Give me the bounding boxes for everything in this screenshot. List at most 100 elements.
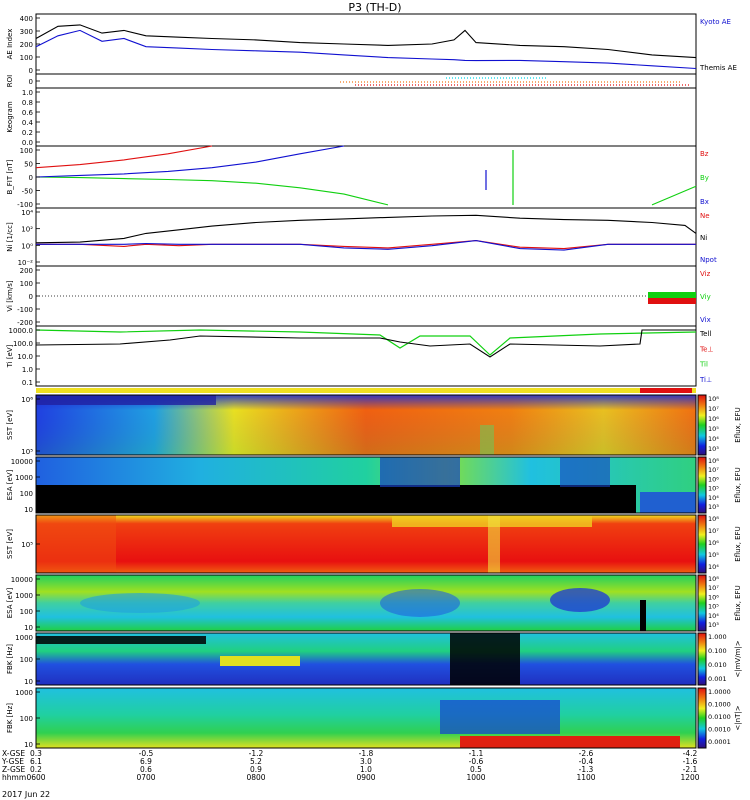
panel-3-ytick: -50	[22, 188, 33, 196]
colorbar-tick: 10⁸	[708, 515, 719, 523]
legend-vix: Vix	[700, 316, 711, 324]
colorbar-tick: 10⁵	[708, 485, 719, 493]
colorbar-tick: 0.001	[708, 675, 727, 683]
panel-5-ytick: 200	[20, 267, 33, 275]
panel-10-ytick: 100	[20, 608, 33, 616]
footer-value: -0.5	[139, 749, 154, 758]
panel-7-ytick: 10⁵	[21, 448, 33, 456]
sst-spectrogram-2	[36, 515, 696, 573]
footer-value: 5.2	[250, 757, 262, 766]
status-bar-yellow	[36, 388, 696, 393]
esa-spectrogram-1	[36, 457, 696, 513]
panel-2-ylabel: Keogram	[6, 101, 14, 132]
footer-value: 6.9	[140, 757, 152, 766]
series-npot	[36, 240, 696, 251]
panel-6-ytick: 0.1	[22, 379, 33, 387]
colorbar-tick: 10⁸	[708, 395, 719, 403]
colorbar-sst-1	[697, 394, 707, 456]
colorbar-tick: 10⁶	[708, 539, 719, 547]
panel-9-ytick: 10⁵	[21, 541, 33, 549]
colorbar-tick: 1.000	[708, 633, 727, 641]
colorbar-tick: 10³	[708, 445, 719, 453]
panel-11-ytick: 100	[20, 656, 33, 664]
series-bx	[35, 145, 345, 178]
footer-value: -1.2	[249, 749, 264, 758]
colorbar-esa-1	[697, 456, 707, 514]
plot-title: P3 (TH-D)	[348, 1, 401, 14]
panel-10-ylabel: ESA [eV]	[6, 587, 14, 618]
colorbar-label-10: Eflux, EFU	[734, 585, 742, 620]
ae-panel-frame	[35, 13, 697, 75]
footer-value: 6.1	[30, 757, 42, 766]
velocity-viy-burst	[648, 292, 696, 300]
colorbar-label-8: Eflux, EFU	[734, 467, 742, 502]
footer-value: -4.2	[683, 749, 698, 758]
colorbar-label-7: Eflux, EFU	[734, 407, 742, 442]
footer-value: 0.2	[30, 765, 42, 774]
footer-row-label: X-GSE	[2, 749, 25, 758]
footer-value: 3.0	[360, 757, 372, 766]
panel-4-ytick: 10⁰	[21, 242, 33, 250]
colorbar-tick: 10⁸	[708, 457, 719, 465]
legend-til: Til	[699, 361, 708, 369]
legend-ne: Ne	[700, 212, 710, 220]
fbk-spectrogram-1	[36, 633, 696, 685]
colorbar-tick: 10³	[708, 503, 719, 511]
panel-0-ytick: 400	[20, 15, 33, 23]
series-tell	[35, 329, 696, 358]
colorbar-tick: 10⁸	[708, 575, 719, 583]
footer-value: -2.6	[579, 749, 594, 758]
legend-viz: Viz	[700, 270, 711, 278]
panel-7-ylabel: SST [eV]	[6, 410, 14, 440]
colorbar-label-9: Eflux, EFU	[734, 526, 742, 561]
panel-1-ytick: 0	[29, 78, 33, 86]
panel-11-ytick: 1000	[15, 634, 33, 642]
colorbar-tick: 0.100	[708, 647, 727, 655]
panel-5-ytick: -100	[17, 306, 33, 314]
series-ne	[36, 240, 696, 250]
panel-3-ytick: -100	[17, 201, 33, 209]
status-bar-red	[640, 388, 692, 393]
colorbar-tick: 10⁴	[708, 494, 719, 502]
spectrograms	[35, 388, 707, 749]
panel-0-ytick: 200	[20, 41, 33, 49]
keogram-panel-frame	[35, 87, 697, 147]
footer-value: 1.0	[360, 765, 372, 774]
colorbar-tick: 10⁵	[708, 551, 719, 559]
panel-3-ylabel: B_FIT [nT]	[6, 159, 14, 194]
colorbar-tick: 0.0010	[708, 726, 731, 734]
panel-0-ylabel: AE Index	[6, 29, 14, 60]
footer-value: 1100	[576, 773, 595, 782]
legend-bx: Bx	[700, 198, 709, 206]
panel-7-ytick: 10⁶	[21, 396, 33, 404]
esa-spectrogram-2	[36, 575, 696, 631]
panel-1-ylabel: ROI	[6, 75, 14, 87]
colorbar-tick: 10⁵	[708, 603, 719, 611]
panel-2-ytick: 0.6	[22, 109, 34, 117]
footer-value: 0600	[26, 773, 45, 782]
legend-te-: Te⊥	[699, 345, 714, 353]
footer-value: 0800	[246, 773, 265, 782]
sst-spectrogram-1	[36, 395, 696, 455]
panel-4-ytick: 10⁻²	[18, 259, 34, 267]
legend-viy: Viy	[700, 293, 711, 301]
panel-2-ytick: 1.0	[22, 89, 33, 97]
panel-5-ytick: -200	[17, 319, 33, 327]
legend-kyoto-ae: Kyoto AE	[700, 18, 731, 26]
footer-value: -1.8	[359, 749, 374, 758]
footer-value: -2.1	[683, 765, 698, 774]
footer-value: 0900	[356, 773, 375, 782]
colorbar-tick: 10⁷	[708, 584, 719, 592]
footer-value: -1.1	[469, 749, 484, 758]
panel-12-ylabel: FBK [Hz]	[6, 703, 14, 733]
legend-themis-ae: Themis AE	[699, 64, 737, 72]
panel-3-ytick: 50	[24, 161, 33, 169]
panel-0-ytick: 0	[29, 67, 33, 75]
velocity-viz-burst	[648, 298, 696, 304]
series-ni	[35, 214, 697, 244]
panel-5-ytick: 100	[20, 280, 33, 288]
colorbar-fbk-1	[697, 632, 707, 686]
panel-4-ylabel: Ni [1/cc]	[6, 222, 14, 252]
colorbar-tick: 0.010	[708, 661, 727, 669]
